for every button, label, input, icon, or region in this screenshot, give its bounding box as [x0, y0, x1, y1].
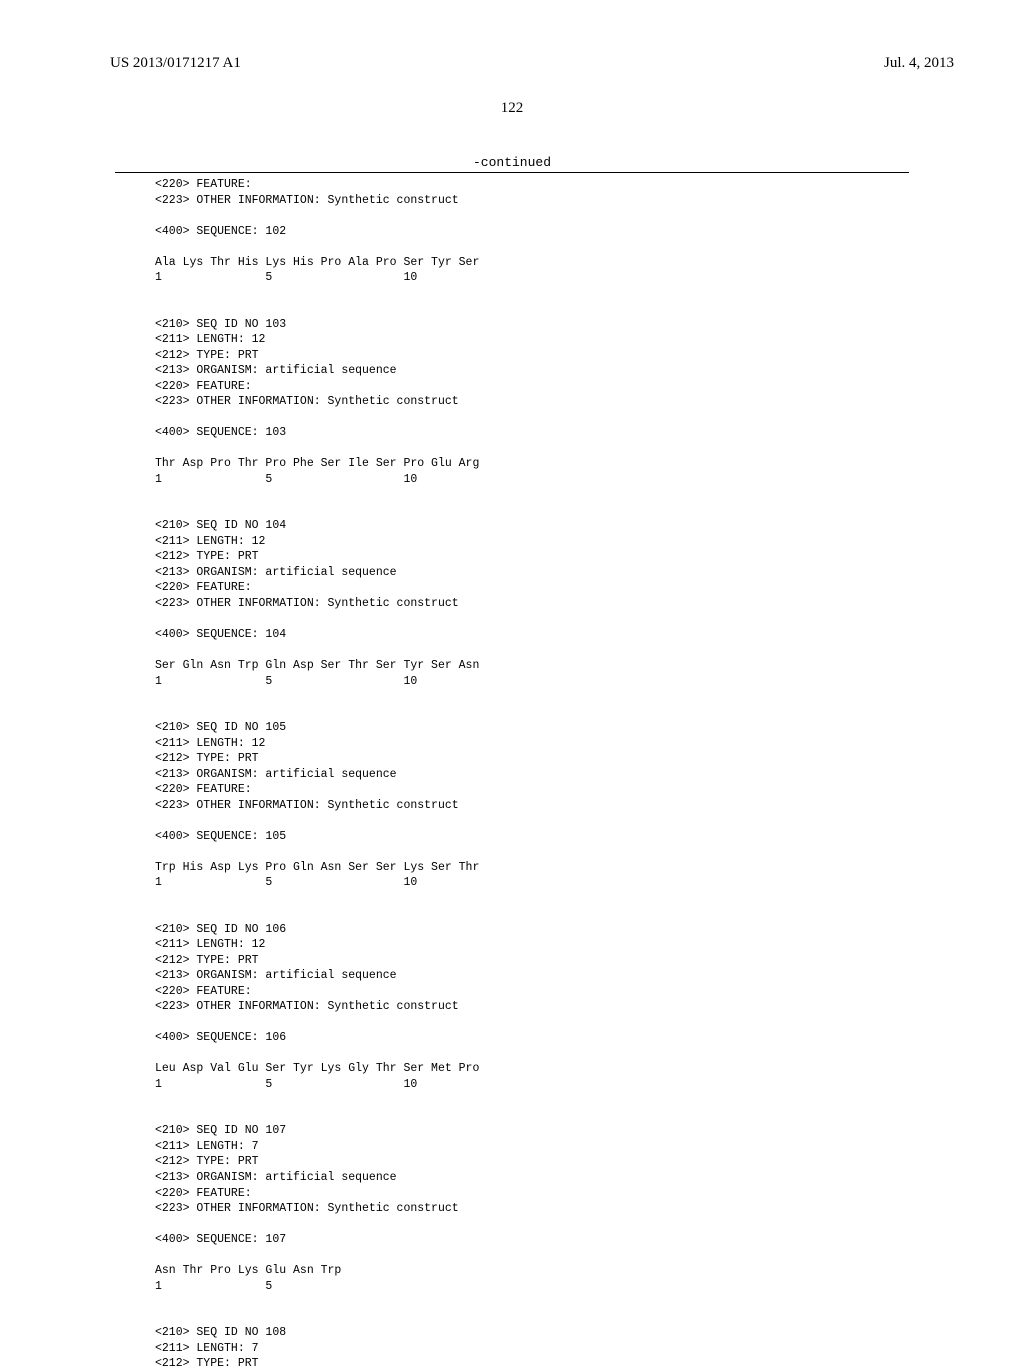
publication-number: US 2013/0171217 A1 [110, 55, 241, 72]
continued-label: -continued [0, 155, 1024, 170]
page-header: US 2013/0171217 A1 Jul. 4, 2013 [0, 0, 1024, 72]
publication-date: Jul. 4, 2013 [884, 55, 954, 72]
page-number: 122 [0, 100, 1024, 117]
sequence-listing: <220> FEATURE: <223> OTHER INFORMATION: … [0, 173, 1024, 1372]
